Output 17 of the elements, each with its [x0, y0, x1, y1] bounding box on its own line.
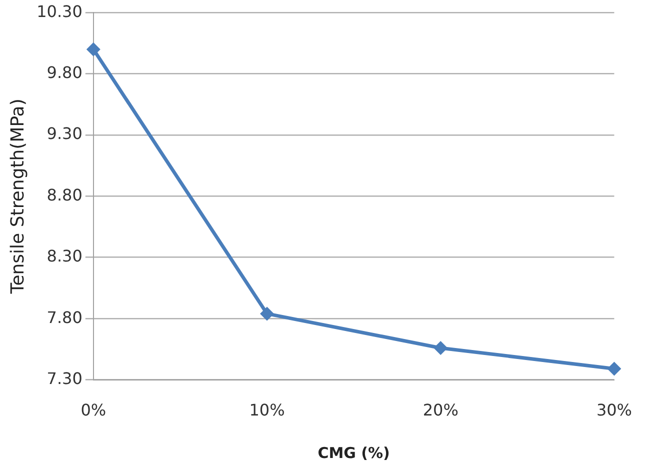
point	[260, 306, 274, 321]
x-tick-label: 10%	[249, 400, 285, 420]
x-tick-label: 20%	[422, 400, 458, 420]
y-tick-label: 10.30	[36, 2, 82, 21]
y-tick-label: 8.80	[46, 185, 82, 204]
y-tick-label: 7.80	[46, 308, 82, 327]
y-tick-label: 9.80	[46, 62, 82, 82]
point	[607, 362, 622, 376]
y-tick-label: 8.30	[46, 246, 82, 266]
y-tick-label: 7.30	[46, 368, 82, 388]
x-axis-title: CMG (%)	[318, 444, 390, 462]
x-tick-label: 30%	[596, 400, 632, 420]
y-tick-label: 9.30	[46, 124, 82, 144]
point	[434, 340, 448, 355]
x-tick-label: 0%	[80, 400, 106, 420]
point	[86, 42, 100, 56]
y-axis-title: Tensile Strength(MPa)	[7, 98, 28, 295]
